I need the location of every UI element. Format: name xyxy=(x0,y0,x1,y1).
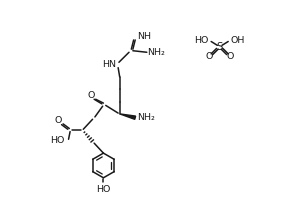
Text: S: S xyxy=(217,42,223,52)
Polygon shape xyxy=(120,114,136,119)
Text: NH: NH xyxy=(137,32,151,41)
Text: HO: HO xyxy=(96,185,111,194)
Text: HN: HN xyxy=(102,60,116,69)
Text: O: O xyxy=(55,116,62,125)
Text: HO: HO xyxy=(194,36,209,45)
Text: NH₂: NH₂ xyxy=(147,48,166,57)
Text: NH₂: NH₂ xyxy=(138,113,156,122)
Text: O: O xyxy=(87,91,95,100)
Text: HO: HO xyxy=(50,136,65,145)
Text: O: O xyxy=(206,52,213,61)
Text: O: O xyxy=(226,52,234,61)
Text: OH: OH xyxy=(230,36,245,45)
